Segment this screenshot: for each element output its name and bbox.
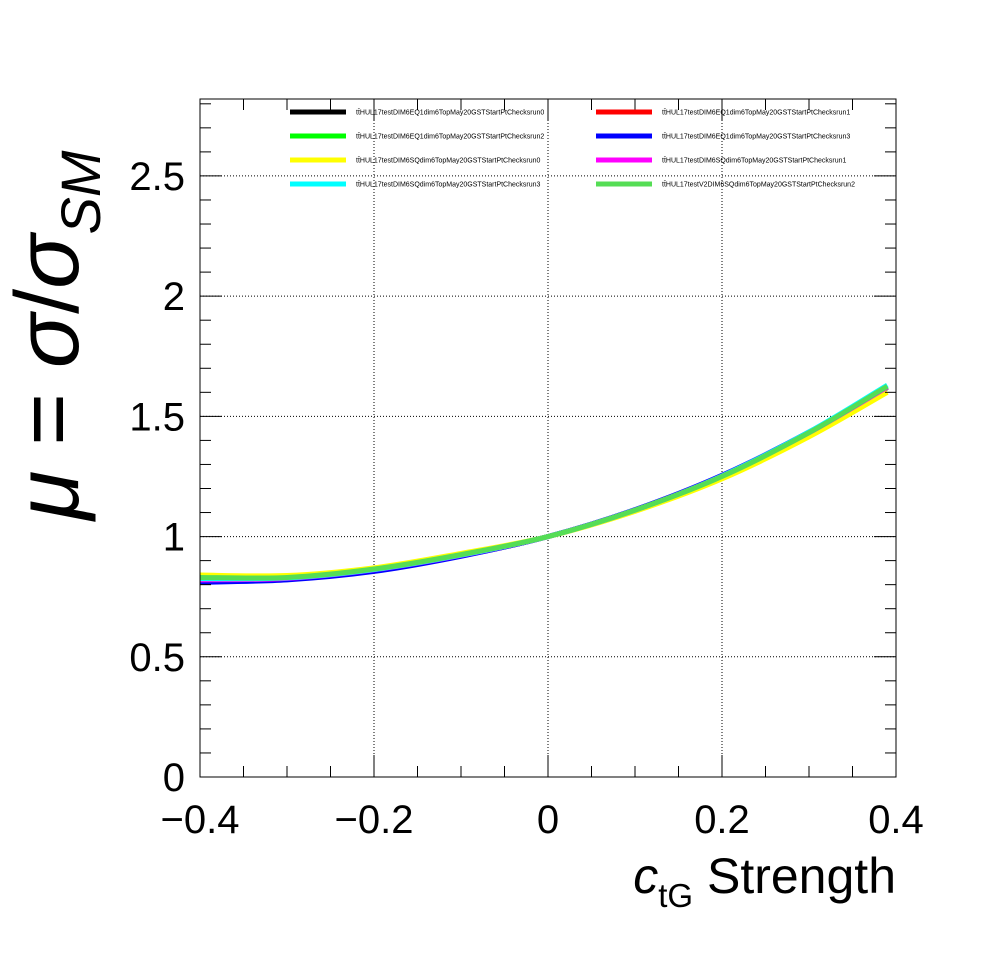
y-tick-label: 0.5 xyxy=(129,636,185,680)
series-line-7 xyxy=(199,384,889,581)
y-tick-label: 0 xyxy=(163,756,185,800)
legend-label-2: tt̄HUL17testDIM6EQ1dim6TopMay20GSTStartP… xyxy=(356,133,544,141)
x-axis-title: ctG Strength xyxy=(633,848,896,914)
y-tick-label: 1 xyxy=(163,516,185,560)
y-tick-labels: 0 0.5 1 1.5 2 2.5 xyxy=(129,155,185,800)
x-axis-title-main: c xyxy=(633,848,658,904)
axis-ticks xyxy=(199,99,897,778)
x-tick-labels: −0.4 −0.2 0 0.2 0.4 xyxy=(161,798,924,842)
x-tick-label: 0 xyxy=(537,798,559,842)
x-tick-label: 0.2 xyxy=(694,798,750,842)
series-line-1 xyxy=(199,385,889,583)
series-lines xyxy=(199,382,889,585)
y-axis-title-sigma2: σ xyxy=(0,231,98,289)
legend-label-5: tt̄HUL17testDIM6SQdim6TopMay20GSTStartPt… xyxy=(662,157,847,165)
y-tick-label: 2.5 xyxy=(129,155,185,199)
legend-label-0: tt̄HUL17testDIM6EQ1dim6TopMay20GSTStartP… xyxy=(356,109,544,117)
y-tick-label: 2 xyxy=(163,275,185,319)
legend: tt̄HUL17testDIM6EQ1dim6TopMay20GSTStartP… xyxy=(290,109,855,189)
y-tick-label: 1.5 xyxy=(129,395,185,439)
series-line-2 xyxy=(199,385,889,581)
y-axis-title: μ = σ/σSM xyxy=(0,150,112,522)
legend-label-6: tt̄HUL17testDIM6SQdim6TopMay20GSTStartPt… xyxy=(356,181,541,189)
legend-label-7: tt̄HUL17testV2DIM6SQdim6TopMay20GSTStart… xyxy=(662,181,855,189)
legend-label-1: tt̄HUL17testDIM6EQ1dim6TopMay20GSTStartP… xyxy=(662,109,850,117)
series-line-0 xyxy=(199,385,889,583)
grid xyxy=(200,99,896,777)
x-tick-label: −0.4 xyxy=(161,798,240,842)
series-line-3 xyxy=(199,384,889,585)
x-axis-title-sub: tG xyxy=(658,877,693,914)
series-line-5 xyxy=(199,384,889,583)
y-axis-title-eq: = xyxy=(0,368,98,471)
y-axis-title-slash: / xyxy=(0,289,98,314)
x-tick-label: −0.2 xyxy=(335,798,414,842)
legend-label-4: tt̄HUL17testDIM6SQdim6TopMay20GSTStartPt… xyxy=(356,157,541,165)
y-axis-title-mu: μ xyxy=(0,471,98,522)
y-axis-title-sigma: σ xyxy=(0,310,98,368)
x-axis-title-rest: Strength xyxy=(693,848,896,904)
series-line-6 xyxy=(199,382,889,582)
y-axis-title-sub: SM xyxy=(49,150,112,234)
x-tick-label: 0.4 xyxy=(868,798,924,842)
legend-label-3: tt̄HUL17testDIM6EQ1dim6TopMay20GSTStartP… xyxy=(662,133,850,141)
series-line-4 xyxy=(199,390,889,579)
